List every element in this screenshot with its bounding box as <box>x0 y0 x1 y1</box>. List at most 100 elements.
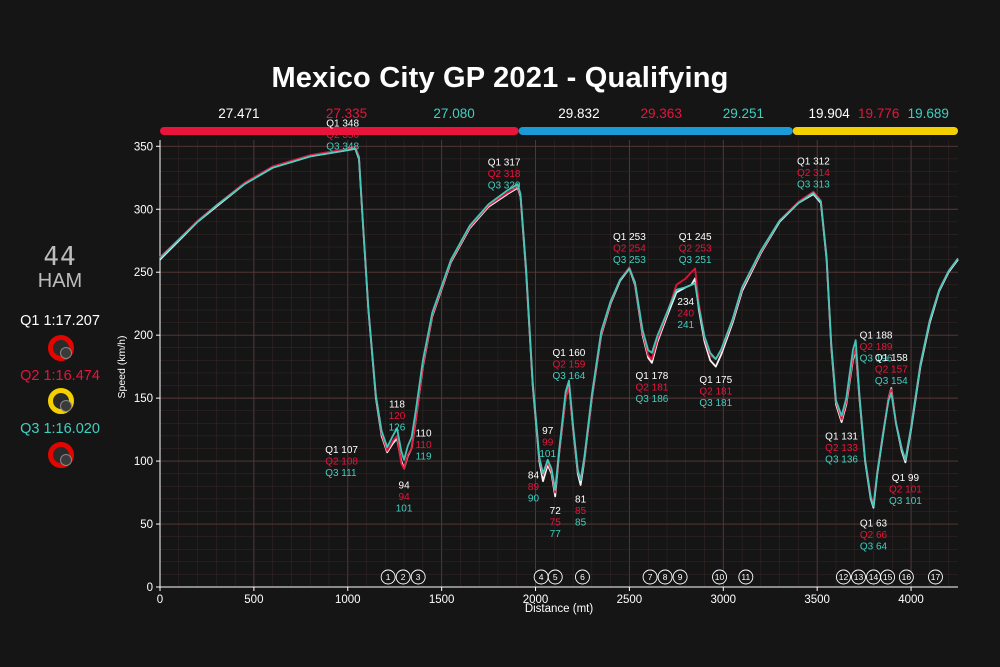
annotation-label: 77 <box>550 529 562 540</box>
turn-number: 12 <box>839 572 849 582</box>
lap-value-q3: 1:16.020 <box>43 421 100 437</box>
turn-marker <box>928 569 943 585</box>
sector-2-time-q3: 29.251 <box>723 106 764 121</box>
turn-marker <box>547 569 563 585</box>
turn-number: 11 <box>741 572 750 582</box>
turn-marker <box>880 569 896 585</box>
annotation-label: Q1 178 <box>636 371 669 382</box>
y-tick-label: 0 <box>147 582 153 594</box>
annotation-label: Q2 66 <box>860 530 888 541</box>
annotation-label: Q2 314 <box>797 168 830 179</box>
annotation-label: 240 <box>677 308 694 319</box>
lap-label-q2: Q2 <box>20 368 40 384</box>
turn-number: 8 <box>663 572 668 582</box>
speed-series <box>159 145 959 509</box>
y-tick-label: 150 <box>134 393 153 405</box>
medium-tyre-icon <box>48 388 74 414</box>
turn-number: 15 <box>883 572 893 582</box>
annotation-label: Q1 107 <box>325 445 358 456</box>
annotation-label: Q3 320 <box>488 181 521 192</box>
x-axis-label: Distance (mt) <box>525 603 594 615</box>
turn-number: 13 <box>854 572 864 582</box>
annotation-label: 120 <box>389 411 406 422</box>
y-tick-label: 300 <box>134 204 153 216</box>
sector-bars: 27.471 27.335 27.080 29.832 29.363 29.251 19.9… <box>160 106 958 135</box>
x-tick-label: 500 <box>244 594 263 606</box>
annotation-label: Q1 99 <box>892 473 920 484</box>
turn-number: 3 <box>416 572 421 582</box>
annotation-label: Q3 253 <box>613 255 646 266</box>
turn-number: 16 <box>902 572 912 582</box>
annotation-label: Q3 111 <box>325 468 357 479</box>
annotation-label: Q2 101 <box>889 485 922 496</box>
turn-marker <box>851 569 866 585</box>
annotation-label: 85 <box>575 506 587 517</box>
lap-time-q3: Q3 1:16.020 <box>0 421 120 437</box>
lap-label-q3: Q3 <box>20 421 40 437</box>
annotation-label: 101 <box>396 504 413 515</box>
lap-value-q1: 1:17.207 <box>43 313 100 329</box>
turn-marker <box>380 569 396 585</box>
annotation-label: 99 <box>542 437 554 448</box>
annotation-label: 110 <box>416 440 432 451</box>
turn-markers: 1 2 3 4 5 6 7 8 9 10 11 12 13 14 15 16 17 <box>380 569 943 585</box>
annotation-label: Q3 348 <box>326 142 359 153</box>
sector-3-time-q2: 19.776 <box>858 106 899 121</box>
driver-code: HAM <box>37 270 83 292</box>
annotation-label: Q3 154 <box>875 376 908 387</box>
turn-number: 6 <box>580 572 585 582</box>
annotation-label: Q3 186 <box>636 394 669 405</box>
sector-2-time-q1: 29.832 <box>558 106 599 121</box>
turn-number: 14 <box>869 572 879 582</box>
x-tick-label: 2500 <box>617 594 643 606</box>
lap-time-q1: Q1 1:17.207 <box>0 313 120 329</box>
x-tick-label: 3000 <box>710 594 736 606</box>
annotation-label: Q2 181 <box>699 386 732 397</box>
annotation-label: Q2 181 <box>636 383 669 394</box>
annotation-label: 118 <box>389 399 405 410</box>
annotation-label: Q2 133 <box>825 443 858 454</box>
annotation-label: Q1 245 <box>679 232 712 243</box>
turn-number: 10 <box>715 572 725 582</box>
annotation-label: Q1 348 <box>326 119 359 130</box>
annotation-label: Q3 196 <box>860 354 893 365</box>
driver-number: 44 <box>43 242 77 272</box>
series-line-q3 <box>159 147 959 508</box>
lap-time-q2: Q2 1:16.474 <box>0 368 120 384</box>
turn-marker <box>642 569 658 585</box>
x-tick-label: 1500 <box>429 594 455 606</box>
turn-marker <box>395 569 411 585</box>
annotation-label: Q2 253 <box>679 243 712 254</box>
annotation-label: Q1 131 <box>825 432 858 443</box>
annotation-label: Q1 188 <box>860 331 893 342</box>
turn-number: 1 <box>386 572 391 582</box>
y-tick-label: 250 <box>134 267 153 279</box>
turn-marker <box>410 569 426 585</box>
annotation-label: Q2 350 <box>326 130 359 141</box>
sector-1-time-q2: 27.335 <box>326 106 367 121</box>
x-tick-label: 2000 <box>523 594 549 606</box>
turn-marker <box>712 569 727 585</box>
sector-3-time-q1: 19.904 <box>808 106 850 121</box>
turn-number: 9 <box>678 572 683 582</box>
y-tick-label: 50 <box>140 519 153 531</box>
annotation-label: Q3 313 <box>797 179 830 190</box>
turn-marker <box>575 569 590 585</box>
annotation-label: Q2 189 <box>860 342 893 353</box>
annotation-label: 89 <box>528 482 540 493</box>
annotation-label: 234 <box>677 297 694 308</box>
turn-number: 7 <box>648 572 653 582</box>
lap-label-q1: Q1 <box>20 313 40 329</box>
y-axis-label: Speed (km/h) <box>116 335 128 398</box>
annotation-label: 81 <box>575 494 587 505</box>
turn-number: 2 <box>401 572 406 582</box>
turn-marker <box>672 569 688 585</box>
turn-number: 17 <box>931 572 941 582</box>
annotation-label: 241 <box>677 320 694 331</box>
annotation-label: 110 <box>416 429 432 440</box>
turn-number: 4 <box>539 572 544 582</box>
annotation-label: 126 <box>389 422 406 433</box>
annotation-label: 85 <box>575 517 587 528</box>
annotation-label: 84 <box>528 470 540 481</box>
